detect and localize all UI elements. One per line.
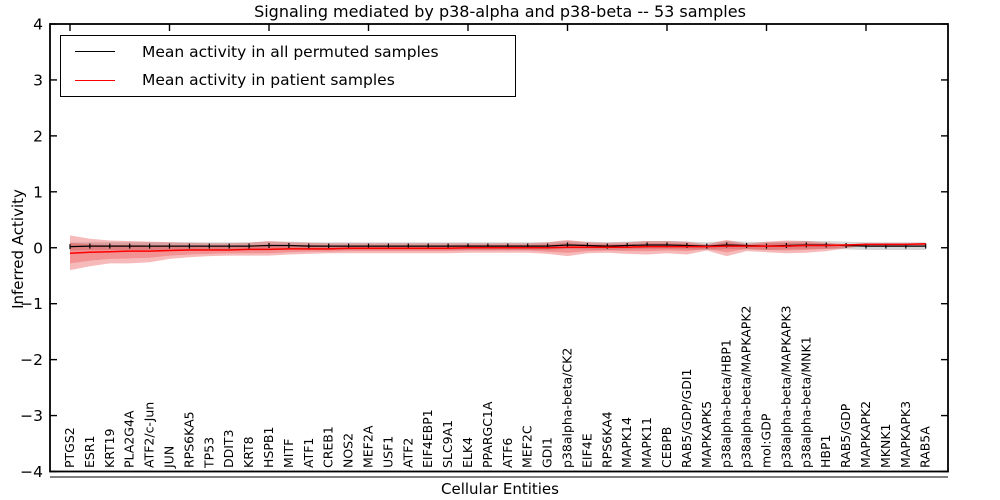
x-tick-label: MEF2C [520,425,535,468]
y-tick-label: 1 [33,183,43,201]
x-tick-label: EIF4E [579,433,594,468]
x-tick-label: JUN [162,446,177,469]
y-tick-label: −2 [20,351,43,369]
x-axis-title: Cellular Entities [441,480,559,498]
legend-label: Mean activity in patient samples [142,71,395,90]
x-tick-label: RAB5/GDP [838,403,853,468]
x-tick-label: RAB5A [918,426,933,468]
x-tick-label: PLA2G4A [122,410,137,468]
y-tick-label: −3 [20,407,43,425]
x-tick-label: ATF1 [301,438,316,468]
x-tick-label: p38alpha-beta/HBP1 [719,339,734,468]
x-tick-label: ATF2/c-Jun [142,402,157,468]
x-tick-label: MAPK11 [639,417,654,468]
x-tick-label: DDIT3 [221,429,236,468]
patient-mean-line [69,243,926,255]
legend-entry-permuted: Mean activity in all permuted samples [61,39,515,65]
y-tick-label: 3 [33,71,43,89]
y-tick-label: 2 [33,127,43,145]
x-tick-label: HSPB1 [261,427,276,468]
x-tick-label: ESR1 [82,436,97,468]
y-tick-label: 4 [33,16,43,34]
patient-line-swatch [75,79,115,81]
y-tick-label: 0 [33,239,43,257]
x-tick-label: ELK4 [460,437,475,468]
x-tick-label: MEF2A [361,425,376,468]
x-tick-label: RAB5/GDP/GDI1 [679,369,694,468]
chart-title: Signaling mediated by p38-alpha and p38-… [254,2,746,21]
x-tick-label: SLC9A1 [440,420,455,468]
y-tick-label: −1 [20,295,43,313]
x-tick-label: CEBPB [659,427,674,468]
x-tick-label: ATF2 [400,438,415,468]
x-tick-label: CREB1 [321,426,336,468]
x-tick-label: RPS6KA5 [181,411,196,468]
x-tick-label: NOS2 [341,433,356,468]
permuted-line-swatch [75,51,115,53]
x-tick-label: MITF [281,439,296,468]
x-tick-label: PPARGC1A [480,401,495,468]
patient-band-outer [70,235,926,271]
x-tick-label: p38alpha-beta/MAPKAPK2 [739,306,754,469]
x-tick-label: p38alpha-beta/MNK1 [798,336,813,468]
x-tick-label: p38alpha-beta/CK2 [560,348,575,468]
x-tick-label: MKNK1 [878,424,893,468]
x-tick-label: ATF6 [500,438,515,468]
x-tick-label: USF1 [380,436,395,468]
x-tick-label: EIF4EBP1 [420,409,435,468]
y-axis-title: Inferred Activity [9,189,27,309]
x-tick-label: MAPK14 [619,417,634,468]
legend-label: Mean activity in all permuted samples [142,42,439,61]
x-tick-label: GDI1 [540,437,555,468]
x-tick-label: KRT19 [102,428,117,468]
x-tick-label: mol:GDP [759,413,774,468]
patient-band-inner [70,242,926,264]
x-tick-label: TP53 [201,437,216,469]
x-tick-label: MAPKAPK5 [699,401,714,468]
x-tick-label: MAPKAPK2 [858,401,873,468]
x-tick-label: p38alpha-beta/MAPKAPK3 [778,306,793,469]
y-tick-label: −4 [20,463,43,481]
x-tick-label: PTGS2 [62,427,77,468]
legend-entry-patient: Mean activity in patient samples [61,67,515,93]
x-tick-label: HBP1 [818,435,833,468]
x-tick-label: MAPKAPK3 [898,401,913,468]
legend: Mean activity in all permuted samples Me… [60,35,516,97]
x-tick-label: KRT8 [241,436,256,468]
x-tick-label: RPS6KA4 [599,411,614,468]
